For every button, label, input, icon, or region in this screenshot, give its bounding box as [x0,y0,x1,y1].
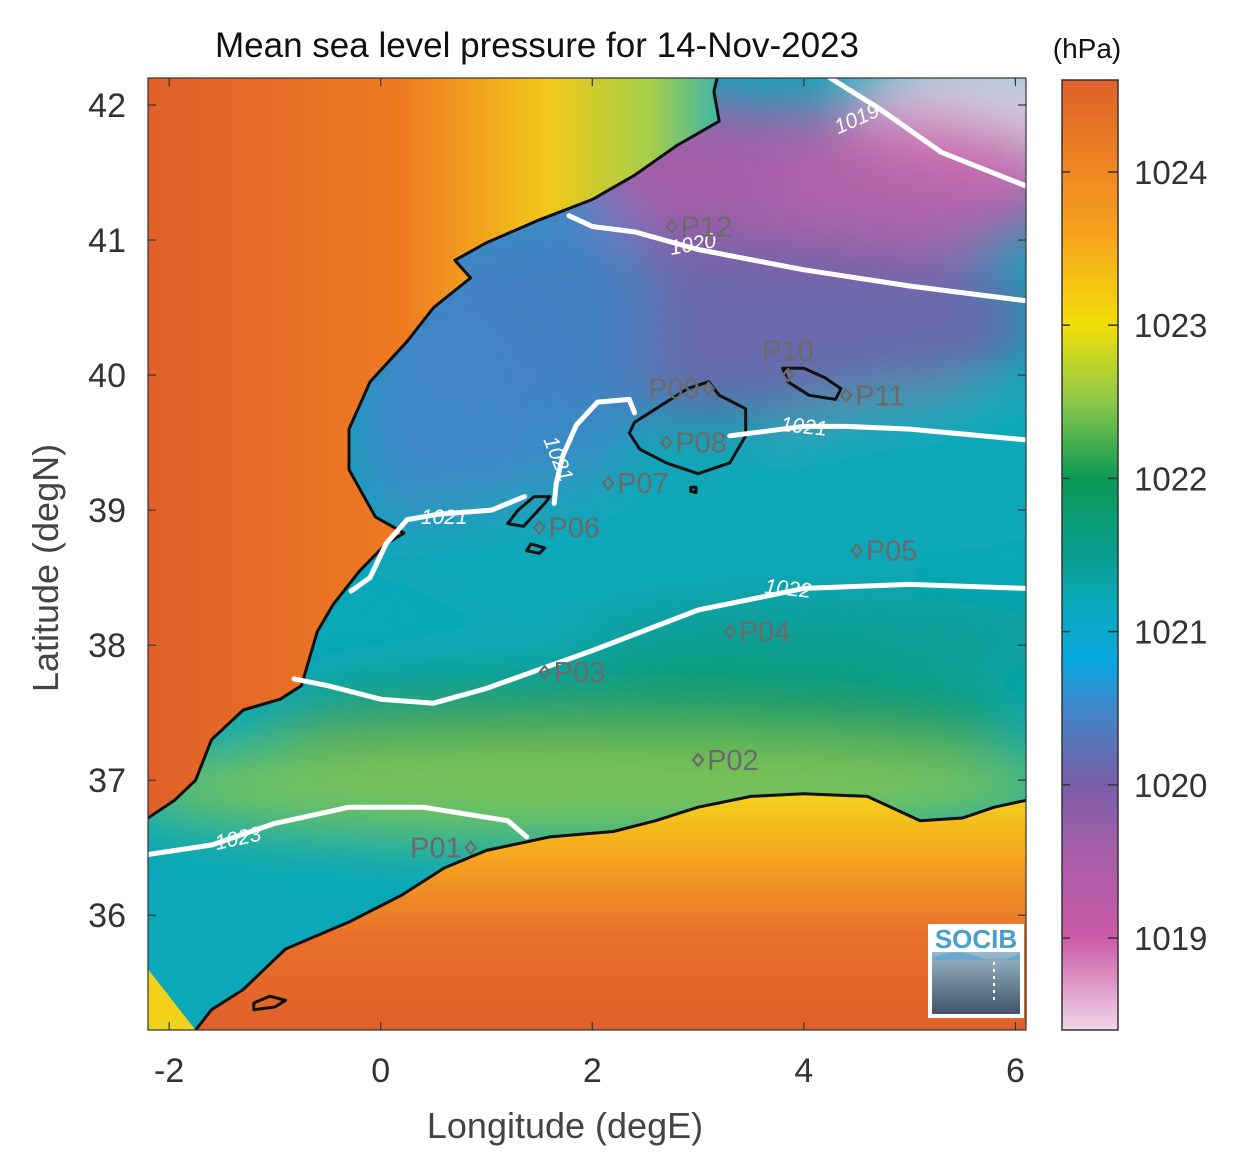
x-axis-label: Longitude (degE) [427,1105,703,1146]
map-title: Mean sea level pressure for 14-Nov-2023 [215,26,859,65]
coastline-ibiza [506,495,552,528]
station-label-p11: P11 [855,380,904,412]
colorbar-tick-label: 1020 [1134,767,1207,804]
y-tick-label: 41 [88,222,126,260]
y-axis-label: Latitude (degN) [25,444,66,692]
iberia-land [148,78,720,818]
y-tick-label: 37 [88,762,126,800]
station-label-p03: P03 [554,657,606,689]
y-tick-label: 42 [88,87,126,125]
colorbar-tick-label: 1023 [1134,307,1207,344]
isobar-1020-line [566,213,1026,304]
station-marker-p04 [723,623,737,640]
socib-logo: SOCIB [928,924,1024,1018]
station-marker-p11 [839,387,853,404]
coastline-formentera [525,542,547,555]
station-label-p09: P09 [648,374,700,406]
colorbar-tick-label: 1021 [1134,614,1207,651]
station-marker-p05 [850,542,864,559]
coastline-cabrera [689,485,698,495]
colorbar-gradient [1061,79,1119,1031]
station-label-p06: P06 [548,513,600,545]
map-frame [147,77,1027,1031]
station-label-p04: P04 [739,617,791,649]
y-tick-label: 39 [88,492,126,530]
station-marker-p02 [691,752,705,768]
x-tick-label: 0 [371,1052,390,1090]
colorbar-tick-label: 1022 [1134,460,1207,497]
station-label-p07: P07 [617,468,669,500]
y-tick-label: 40 [88,357,126,395]
coastline-iberia [148,78,721,820]
colorbar: 1019 1020 1021 1022 1023 1024 (hPa) [1053,33,1207,1031]
x-axis-ticks: -2 0 2 4 6 [154,78,1025,1090]
y-tick-label: 36 [88,897,126,935]
isobar-1021-line [551,396,638,506]
station-marker-p06 [532,519,546,536]
y-axis-ticks: 36 37 38 39 40 41 42 [88,87,1026,935]
colorbar-ticks: 1019 1020 1021 1022 1023 1024 [1062,154,1207,957]
y-tick-label: 38 [88,627,126,665]
logo-text: SOCIB [935,924,1017,954]
land-layer [148,78,1026,1030]
station-label-p05: P05 [866,536,918,568]
x-tick-label: 6 [1006,1052,1025,1090]
colorbar-tick-label: 1019 [1134,920,1207,957]
x-tick-label: 4 [794,1052,813,1090]
station-marker-p03 [538,664,552,680]
africa-land [195,793,1026,1030]
colorbar-tick-label: 1024 [1134,154,1207,191]
southwest-land [148,969,196,1030]
x-tick-label: 2 [583,1052,602,1090]
station-label-p02: P02 [707,745,759,777]
coastline-layer [148,78,1026,1030]
station-marker-p08 [659,434,673,451]
station-marker-p09 [702,380,716,397]
coastline-mallorca [627,380,748,476]
isobar-1021-label: 1021 [779,413,828,441]
coastline-africa [194,792,1026,1030]
station-label-p12: P12 [681,212,733,244]
isobar-1021-label: 1021 [421,506,468,529]
pressure-blob-8 [370,483,921,619]
station-marker-p10 [781,367,795,383]
isobar-1021-line [348,494,528,594]
isobar-1021-line [727,423,1026,443]
station-marker-p12 [665,218,679,235]
isobar-1022-line [291,581,1026,706]
coastline-alboran [252,994,287,1012]
station-marker-p07 [601,475,615,491]
isobar-1019-line [827,78,1026,189]
station-label-p08: P08 [675,428,727,460]
pressure-blob-9 [571,597,1026,679]
colorbar-unit: (hPa) [1053,33,1121,64]
station-marker-p01 [464,839,478,856]
station-label-p01: P01 [410,833,462,865]
isobar-1023-line [148,804,530,857]
coastline-menorca [781,366,843,401]
isobar-1022-label: 1022 [764,575,813,603]
station-label-p10: P10 [762,336,814,368]
x-tick-label: -2 [154,1052,184,1090]
